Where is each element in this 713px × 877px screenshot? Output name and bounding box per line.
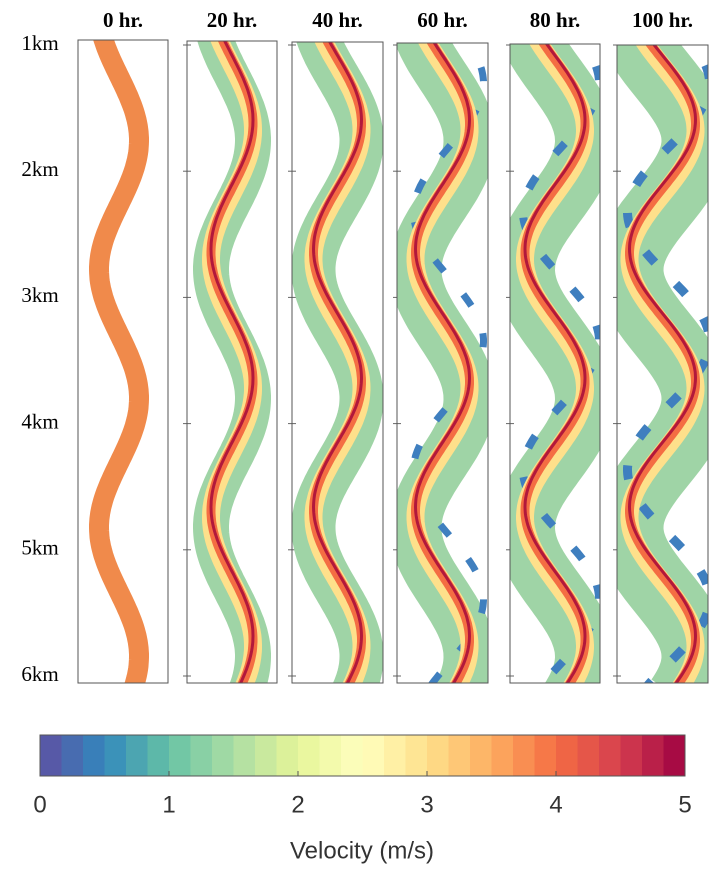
colorbar-cell [40,735,62,776]
colorbar-cell [126,735,148,776]
colorbar-cell [577,735,600,776]
colorbar-tick-label: 1 [162,791,175,818]
colorbar-cell [298,735,320,776]
channel-core [413,43,472,683]
panel-frame [616,44,709,684]
panel-title: 80 hr. [530,8,581,32]
colorbar-cell [384,735,406,776]
panel-title: 20 hr. [207,8,258,32]
panel-title: 60 hr. [417,8,468,32]
slow-zone [623,45,708,683]
panel [617,45,708,683]
channel-core [209,41,255,683]
colorbar-label: Velocity (m/s) [290,837,434,864]
channel [89,40,149,683]
colorbar-cell [61,735,84,776]
colorbar-cell [169,735,191,776]
panel-frame [186,40,278,684]
panel [193,41,271,683]
panel-title: 40 hr. [312,8,363,32]
colorbar-cell [470,735,492,776]
colorbar-cell [104,735,127,776]
colorbar-cell [534,735,557,776]
colorbar-tick-label: 0 [33,791,46,818]
colorbar-cell [362,735,385,776]
y-tick-label: 6km [21,662,58,686]
colorbar-cell [448,735,471,776]
colorbar-cell [556,735,578,776]
colorbar-cell [642,735,664,776]
panel-frame [77,39,169,684]
channel-core [627,45,698,683]
panel-frame [291,41,384,684]
colorbar-cell [83,735,105,776]
y-tick-label: 1km [21,31,58,55]
panel [397,43,488,683]
colorbar-tick-label: 2 [291,791,304,818]
colorbar-cell [427,735,449,776]
y-tick-label: 2km [21,157,58,181]
channel-core [523,44,587,683]
panel [89,40,149,683]
colorbar-cell [405,735,428,776]
y-tick-label: 5km [21,536,58,560]
channel-core [311,42,364,683]
panel-frame [509,43,601,684]
colorbar-cell [513,735,535,776]
colorbar-cell [190,735,213,776]
colorbar-cell [620,735,643,776]
colorbar-cell [319,735,342,776]
panel-frame [396,42,489,684]
colorbar-cell [491,735,514,776]
colorbar-cell [212,735,234,776]
panel-title: 0 hr. [103,8,143,32]
colorbar-cell [276,735,299,776]
colorbar-cell [663,735,686,776]
colorbar-tick-label: 3 [420,791,433,818]
y-tick-label: 3km [21,283,58,307]
colorbar-cell [233,735,256,776]
colorbar-frame [39,734,686,777]
colorbar-cell [147,735,170,776]
colorbar-tick-label: 4 [549,791,562,818]
colorbar-cell [255,735,277,776]
panel [510,44,600,683]
panel [292,42,383,683]
colorbar-cell [341,735,363,776]
colorbar-tick-label: 5 [678,791,691,818]
y-tick-label: 4km [21,409,58,433]
colorbar-cell [599,735,621,776]
slow-zone [519,44,600,683]
panel-title: 100 hr. [632,8,693,32]
